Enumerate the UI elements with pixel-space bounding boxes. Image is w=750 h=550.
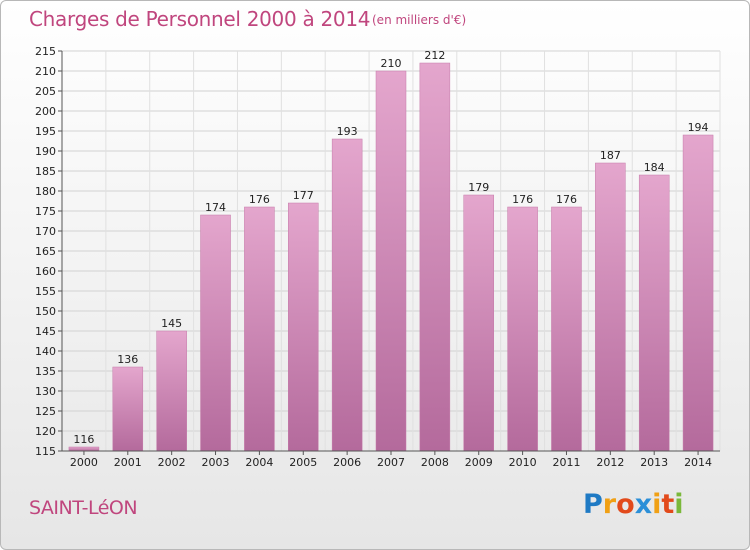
bar-2009	[463, 194, 494, 452]
logo-letter: r	[602, 489, 617, 520]
x-tick-label: 2008	[421, 456, 449, 469]
x-tick-label: 2013	[640, 456, 668, 469]
bar-2003	[200, 214, 231, 452]
y-tick-label: 160	[35, 265, 56, 278]
bar-2012	[595, 162, 626, 452]
y-tick-label: 145	[35, 325, 56, 338]
bar-value-label: 116	[73, 433, 94, 446]
bar-value-label: 210	[381, 57, 402, 70]
town-name: SAINT-LéON	[29, 497, 138, 519]
chart-title: Charges de Personnel 2000 à 2014	[29, 7, 371, 31]
logo-letter: t	[661, 489, 675, 520]
bar-value-label: 179	[468, 181, 489, 194]
x-tick-label: 2009	[465, 456, 493, 469]
y-tick-label: 130	[35, 385, 56, 398]
y-tick-label: 195	[35, 125, 56, 138]
bar-2001	[112, 366, 144, 452]
bar-2007	[375, 70, 407, 452]
x-tick-label: 2004	[245, 456, 273, 469]
bar-value-label: 212	[424, 49, 445, 62]
x-tick-label: 2007	[377, 456, 405, 469]
x-tick-label: 2003	[202, 456, 230, 469]
x-tick-label: 2001	[114, 456, 142, 469]
y-tick-label: 180	[35, 185, 56, 198]
y-tick-label: 140	[35, 345, 56, 358]
bars	[68, 62, 714, 452]
proxiti-logo: Proxiti	[583, 489, 684, 520]
axes	[58, 50, 720, 455]
bar-value-label: 136	[117, 353, 138, 366]
y-tick-label: 175	[35, 205, 56, 218]
chart-subtitle: (en milliers d'€)	[372, 13, 467, 27]
bar-2013	[638, 174, 670, 452]
y-tick-label: 125	[35, 405, 56, 418]
y-tick-label: 155	[35, 285, 56, 298]
bar-2014	[682, 134, 714, 452]
y-tick-label: 115	[35, 445, 56, 458]
bar-value-label: 145	[161, 317, 182, 330]
logo-letter: i	[652, 489, 662, 520]
bar-value-label: 176	[249, 193, 270, 206]
bar-2005	[288, 202, 319, 452]
bar-value-label: 187	[600, 149, 621, 162]
bar-2002	[156, 330, 187, 452]
logo-letter: x	[634, 489, 653, 520]
x-tick-label: 2005	[289, 456, 317, 469]
y-tick-label: 150	[35, 305, 56, 318]
y-tick-label: 215	[35, 45, 56, 58]
bar-value-label: 193	[337, 125, 358, 138]
bar-value-label: 174	[205, 201, 226, 214]
x-tick-label: 2011	[552, 456, 580, 469]
x-tick-label: 2010	[509, 456, 537, 469]
y-tick-label: 190	[35, 145, 56, 158]
bar-2006	[331, 138, 363, 452]
bar-2004	[244, 206, 275, 452]
logo-letter: P	[583, 489, 603, 520]
labels: 115 120 125 130 135 140 145 150 155 160 165 170 175 1…	[35, 45, 712, 469]
logo-letter: i	[674, 489, 684, 520]
logo-letter: o	[616, 489, 635, 520]
bar-2010	[507, 206, 538, 452]
bar-value-label: 176	[556, 193, 577, 206]
y-tick-label: 210	[35, 65, 56, 78]
bar-value-label: 194	[688, 121, 709, 134]
bar-2000	[68, 446, 100, 452]
bar-2008	[419, 62, 451, 452]
y-tick-label: 200	[35, 105, 56, 118]
bar-value-label: 176	[512, 193, 533, 206]
y-tick-label: 165	[35, 245, 56, 258]
x-tick-label: 2006	[333, 456, 361, 469]
x-tick-label: 2000	[70, 456, 98, 469]
bar-value-label: 184	[644, 161, 665, 174]
bar-value-label: 177	[293, 189, 314, 202]
x-tick-label: 2014	[684, 456, 712, 469]
x-tick-label: 2002	[158, 456, 186, 469]
y-tick-label: 120	[35, 425, 56, 438]
y-tick-label: 135	[35, 365, 56, 378]
y-tick-label: 185	[35, 165, 56, 178]
y-tick-label: 205	[35, 85, 56, 98]
y-tick-label: 170	[35, 225, 56, 238]
x-tick-label: 2012	[596, 456, 624, 469]
bar-2011	[551, 206, 582, 452]
